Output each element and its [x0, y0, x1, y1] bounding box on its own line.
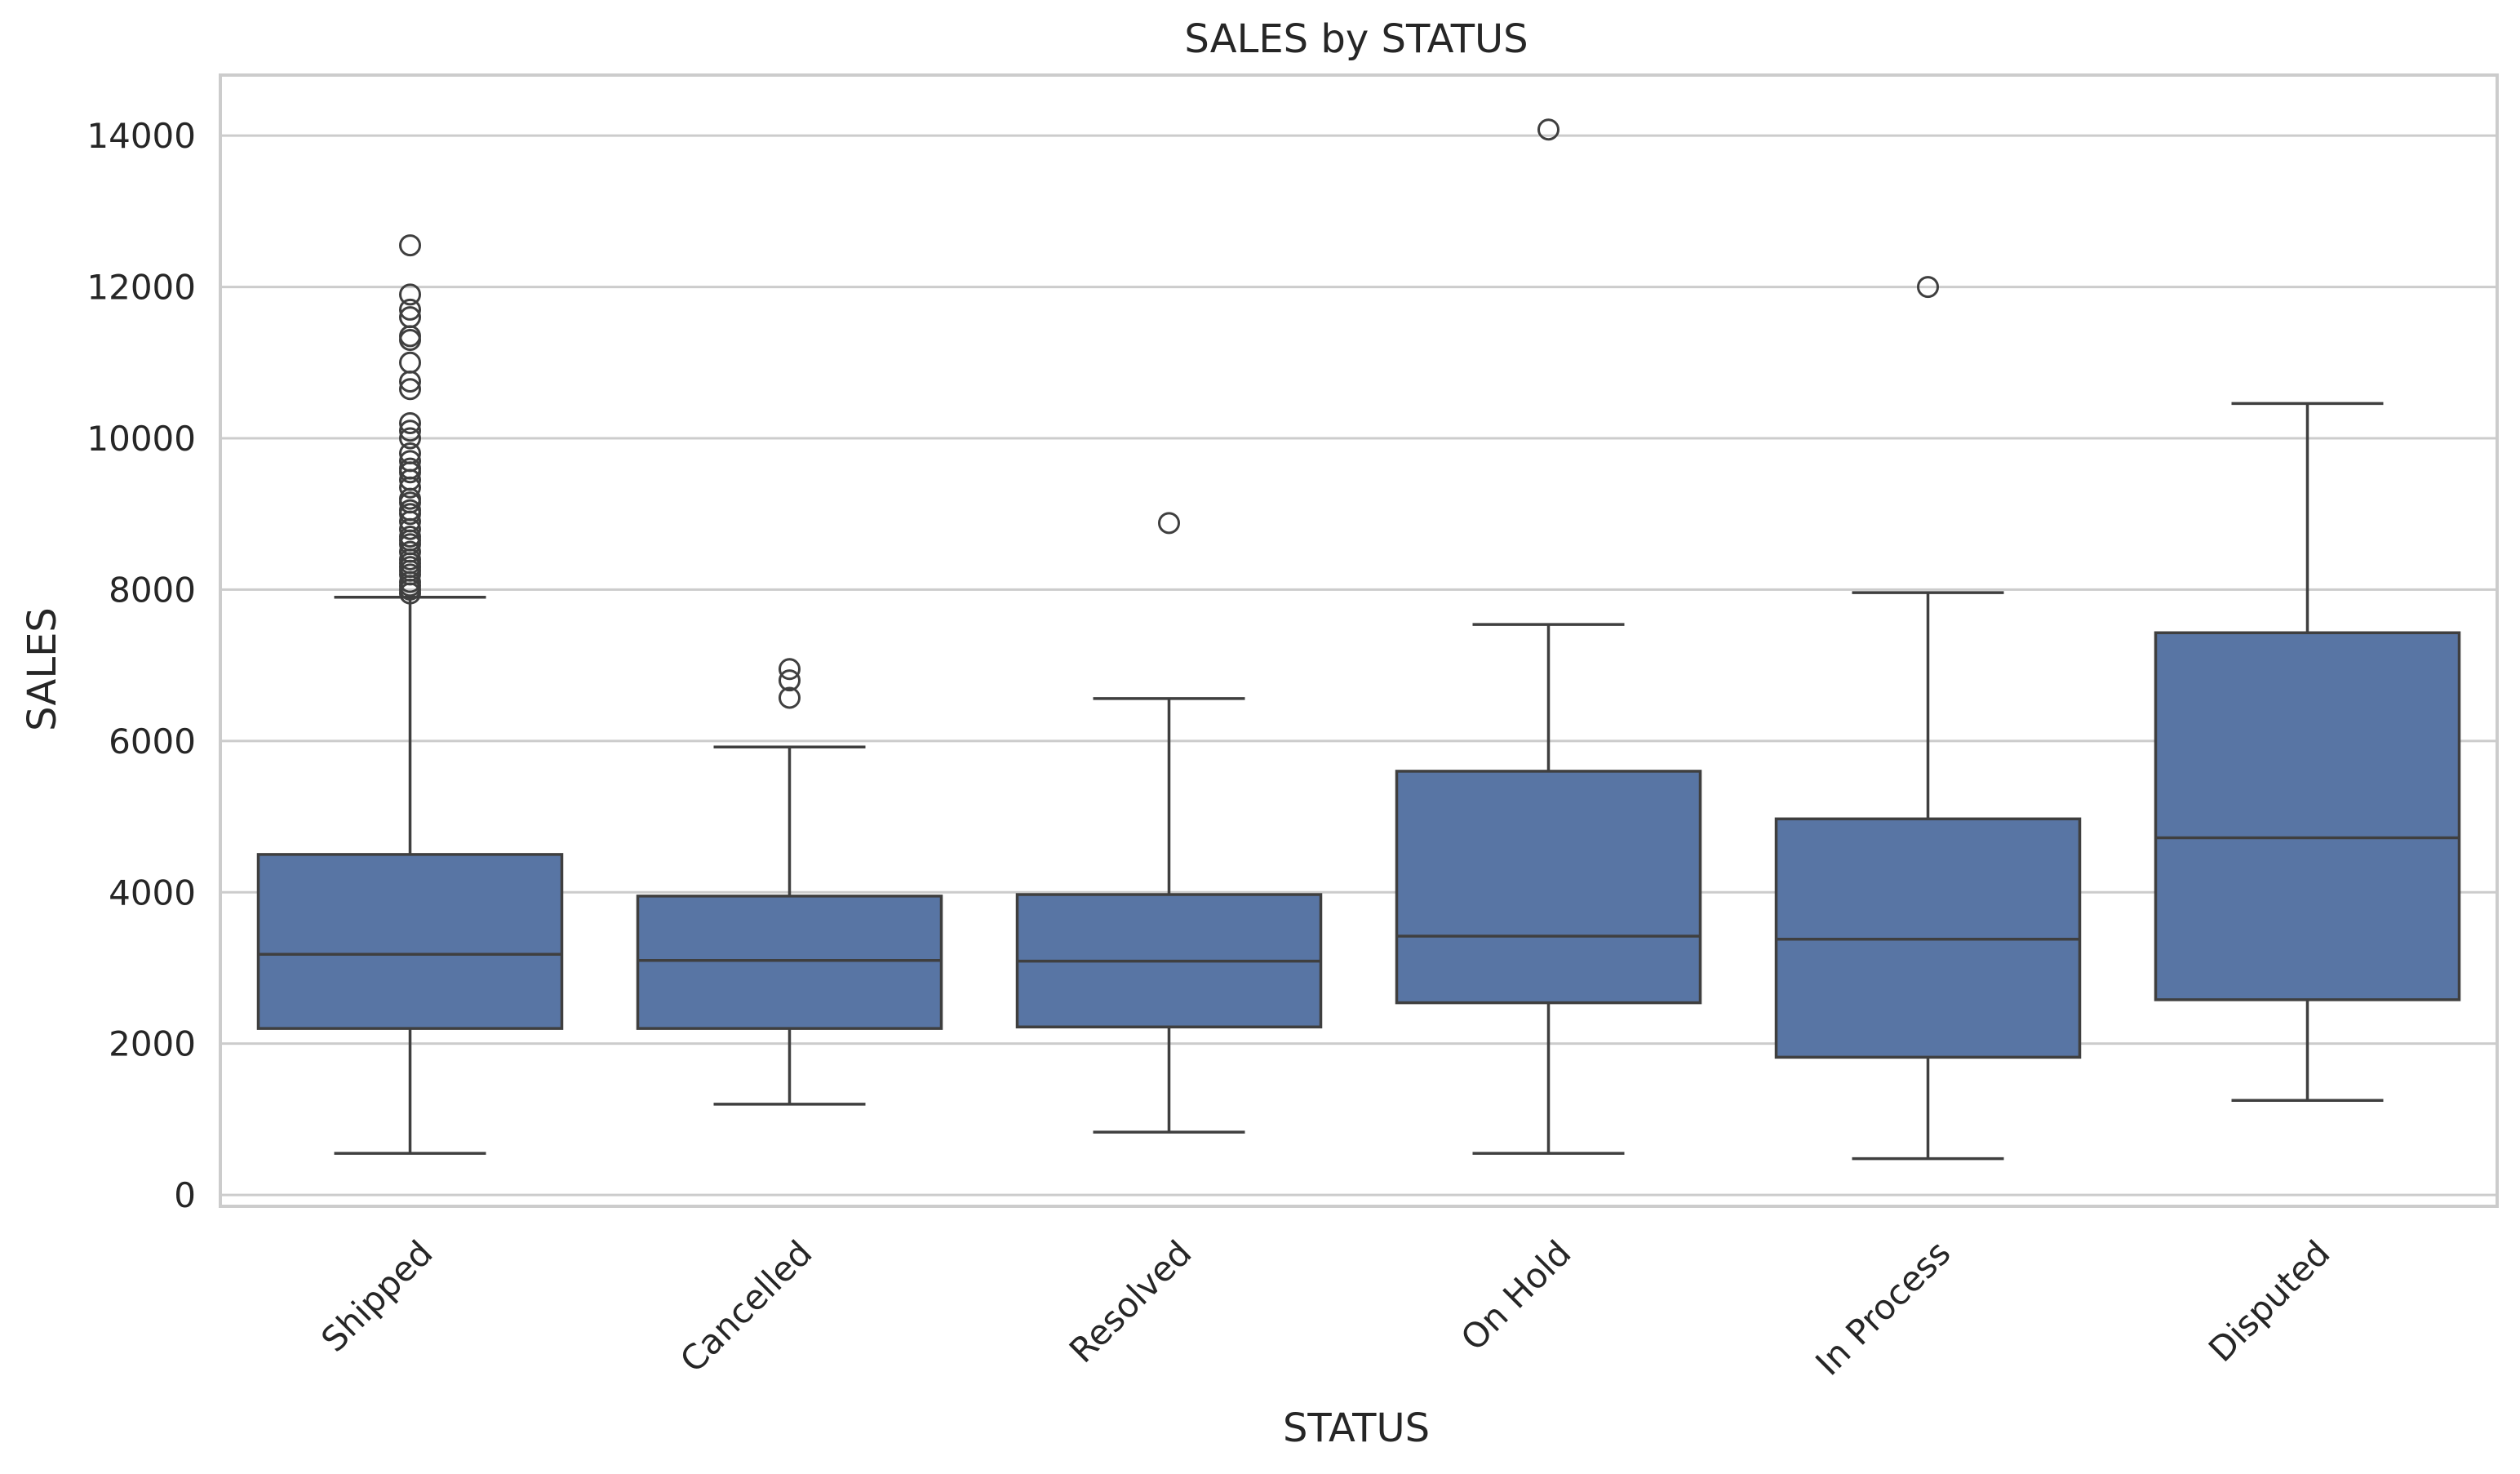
outlier-point: [399, 298, 421, 321]
box-iqr: [636, 895, 943, 1030]
y-tick-label: 2000: [109, 1024, 196, 1064]
box-group-cancelled: [636, 658, 943, 1106]
outlier-point: [399, 378, 421, 401]
box-iqr: [2154, 631, 2461, 1001]
boxes: [256, 118, 2461, 1161]
outlier-point: [399, 450, 421, 473]
chart-title: SALES by STATUS: [1184, 16, 1528, 62]
y-tick-label: 0: [174, 1175, 196, 1215]
outlier-point: [399, 457, 421, 480]
y-axis: 0 2000 4000 6000 8000 10000 12000 14000: [87, 116, 196, 1215]
box-group-disputed: [2154, 402, 2461, 1102]
outlier-point: [779, 686, 801, 709]
box-iqr: [256, 853, 564, 1030]
outlier-point: [399, 234, 421, 257]
outlier-point: [779, 658, 801, 681]
x-tick-label: In Process: [1808, 1232, 1958, 1383]
outlier-point: [399, 351, 421, 374]
x-axis-title: STATUS: [1283, 1405, 1430, 1451]
x-tick-label: Disputed: [2201, 1232, 2338, 1370]
outlier-point: [399, 427, 421, 450]
outlier-point: [399, 420, 421, 442]
x-tick-label: Resolved: [1062, 1232, 1200, 1370]
box-group-resolved: [1015, 512, 1323, 1134]
y-tick-label: 10000: [87, 419, 196, 459]
y-tick-label: 14000: [87, 116, 196, 156]
outlier-point: [1917, 276, 1939, 299]
outlier-point: [399, 283, 421, 306]
outlier-point: [399, 526, 421, 548]
outlier-point: [399, 442, 421, 465]
x-tick-label: Shipped: [313, 1232, 440, 1359]
outlier-point: [399, 306, 421, 329]
y-axis-title: SALES: [20, 607, 65, 731]
outlier-point: [779, 669, 801, 692]
outlier-point: [399, 540, 421, 563]
x-axis: Shipped Cancelled Resolved On Hold In Proces…: [313, 1232, 2337, 1383]
y-tick-label: 12000: [87, 268, 196, 308]
y-tick-label: 6000: [109, 721, 196, 761]
grid-lines: [220, 134, 2497, 1197]
box-group-in-process: [1774, 276, 2082, 1161]
box-group-shipped: [256, 234, 564, 1155]
y-tick-label: 8000: [109, 570, 196, 610]
box-iqr: [1395, 770, 1702, 1005]
y-tick-label: 4000: [109, 872, 196, 912]
plot-frame: [219, 73, 2499, 1208]
outlier-point: [399, 499, 421, 522]
outlier-point: [399, 411, 421, 434]
x-tick-label: Cancelled: [672, 1232, 820, 1380]
outlier-point: [1537, 118, 1559, 141]
box-group-on-hold: [1395, 118, 1702, 1155]
x-tick-label: On Hold: [1453, 1232, 1579, 1358]
outlier-point: [1158, 512, 1180, 535]
